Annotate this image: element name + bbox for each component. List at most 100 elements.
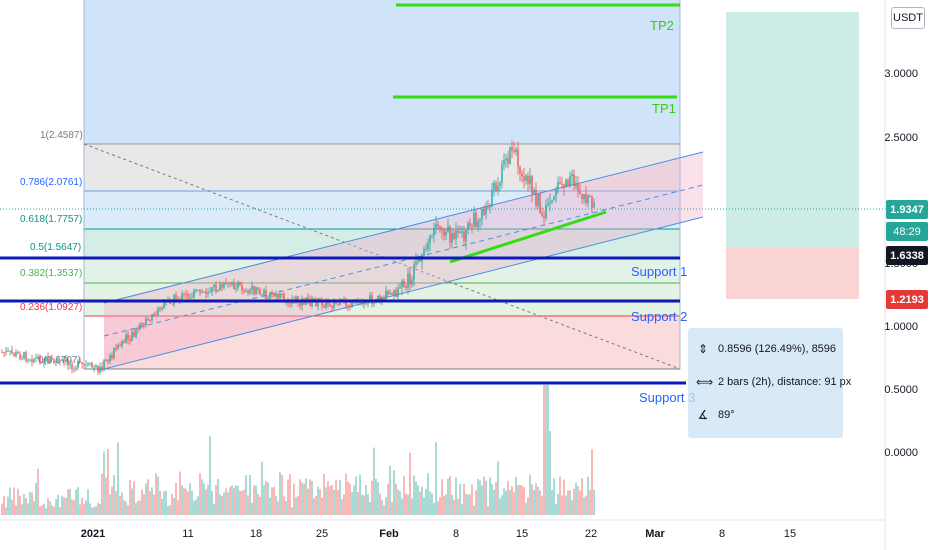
candle-body [321, 300, 323, 306]
volume-bar [303, 483, 305, 515]
volume-bar [367, 494, 369, 515]
time-label-mar: Mar [645, 528, 665, 540]
candle-body [509, 147, 511, 164]
candle-body [51, 358, 53, 360]
volume-bar [151, 487, 153, 515]
candle-body [213, 284, 215, 288]
volume-bar [189, 483, 191, 515]
candle-body [151, 314, 153, 321]
candle-body [519, 166, 521, 174]
volume-bar [97, 502, 99, 515]
candle-body [199, 289, 201, 293]
volume-bar [207, 484, 209, 515]
volume-bar [279, 472, 281, 515]
volume-bar [485, 480, 487, 515]
volume-bar [483, 476, 485, 515]
currency-button[interactable]: USDT [891, 7, 925, 29]
volume-bar [273, 486, 275, 515]
volume-bar [253, 485, 255, 515]
candle-body [245, 291, 247, 293]
candle-body [577, 183, 579, 191]
volume-bar [535, 483, 537, 515]
candle-body [209, 292, 211, 294]
candle-body [483, 209, 485, 215]
candle-body [237, 282, 239, 288]
volume-bar [337, 489, 339, 515]
volume-bar [489, 477, 491, 515]
candle-body [159, 308, 161, 310]
volume-bar [267, 482, 269, 515]
volume-bar [547, 385, 549, 515]
target-zone [84, 0, 680, 144]
candle-body [249, 289, 251, 293]
volume-bar [249, 475, 251, 515]
candle-body [387, 290, 389, 295]
vertical-range-icon: ⇕ [697, 342, 709, 356]
candle-body [319, 298, 321, 301]
volume-bar [157, 476, 159, 515]
candle-body [275, 293, 277, 297]
candle-body [431, 235, 433, 237]
volume-bar [401, 498, 403, 515]
green-trendline[interactable] [449, 210, 607, 264]
volume-bar [441, 479, 443, 515]
candle-body [145, 319, 147, 326]
volume-bar [39, 506, 41, 515]
channel-lower[interactable] [103, 216, 704, 370]
candle-body [81, 362, 83, 365]
candle-body [39, 357, 41, 363]
candle-body [231, 282, 233, 285]
candle-body [75, 367, 77, 370]
volume-bar [75, 489, 77, 515]
position-loss-zone [726, 247, 859, 299]
volume-bar [331, 484, 333, 515]
candle-body [463, 231, 465, 241]
price-tick-25: 2.5000 [884, 132, 918, 144]
volume-bar [5, 507, 7, 515]
volume-bar [363, 495, 365, 515]
volume-bar [111, 486, 113, 515]
volume-bars [1, 385, 595, 515]
volume-bar [147, 479, 149, 515]
volume-bar [585, 495, 587, 515]
volume-bar [491, 484, 493, 515]
candle-body [7, 350, 9, 352]
candle-body [61, 359, 63, 361]
candle-body [15, 352, 17, 357]
volume-bar [375, 478, 377, 515]
candle-body [281, 293, 283, 295]
volume-bar [339, 479, 341, 515]
candle-body [43, 361, 45, 364]
candle-body [105, 360, 107, 362]
candle-body [239, 282, 241, 286]
candle-body [525, 175, 527, 181]
candle-body [403, 280, 405, 287]
channel-upper[interactable] [103, 151, 704, 304]
candle-body [559, 182, 561, 184]
volume-bar [219, 494, 221, 515]
volume-bar [307, 488, 309, 515]
candle-body [271, 292, 273, 294]
volume-bar [57, 494, 59, 515]
candle-body [453, 232, 455, 240]
candle-body [297, 296, 299, 303]
volume-bar [373, 447, 375, 515]
volume-bar [43, 503, 45, 515]
candle-body [409, 273, 411, 285]
candle-body [419, 258, 421, 262]
candle-body [307, 297, 309, 301]
candle-body [205, 291, 207, 294]
volume-bar [121, 492, 123, 515]
candle-body [383, 297, 385, 300]
candle-body [435, 224, 437, 229]
volume-bar [519, 484, 521, 515]
volume-bar [85, 500, 87, 515]
candle-body [523, 176, 525, 181]
volume-bar [237, 485, 239, 515]
volume-bar [379, 493, 381, 515]
volume-bar [377, 482, 379, 515]
candle-body [333, 302, 335, 308]
volume-bar [583, 497, 585, 515]
